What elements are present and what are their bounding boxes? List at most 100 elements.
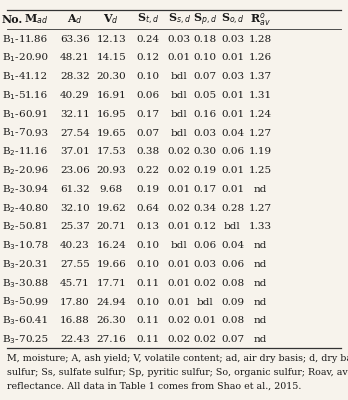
Text: 0.11: 0.11 bbox=[136, 279, 159, 288]
Text: bdl: bdl bbox=[171, 91, 188, 100]
Text: 0.41: 0.41 bbox=[25, 316, 48, 325]
Text: 0.06: 0.06 bbox=[194, 241, 217, 250]
Text: 0.78: 0.78 bbox=[25, 241, 48, 250]
Text: B$_3$-7: B$_3$-7 bbox=[2, 333, 26, 346]
Text: 0.88: 0.88 bbox=[25, 279, 48, 288]
Text: B$_1$-6: B$_1$-6 bbox=[2, 108, 26, 121]
Text: 22.43: 22.43 bbox=[60, 335, 90, 344]
Text: 0.07: 0.07 bbox=[194, 72, 217, 81]
Text: 0.10: 0.10 bbox=[194, 54, 217, 62]
Text: nd: nd bbox=[254, 316, 267, 325]
Text: 0.08: 0.08 bbox=[221, 279, 244, 288]
Text: 0.06: 0.06 bbox=[136, 91, 159, 100]
Text: B$_1$-5: B$_1$-5 bbox=[2, 89, 26, 102]
Text: 0.01: 0.01 bbox=[168, 222, 191, 232]
Text: 1.33: 1.33 bbox=[249, 222, 272, 232]
Text: 1.16: 1.16 bbox=[25, 147, 48, 156]
Text: 27.16: 27.16 bbox=[96, 335, 126, 344]
Text: nd: nd bbox=[254, 279, 267, 288]
Text: 0.93: 0.93 bbox=[25, 128, 48, 138]
Text: 1.26: 1.26 bbox=[249, 54, 272, 62]
Text: 19.62: 19.62 bbox=[96, 204, 126, 213]
Text: 0.19: 0.19 bbox=[136, 185, 159, 194]
Text: 0.04: 0.04 bbox=[221, 241, 244, 250]
Text: 17.80: 17.80 bbox=[60, 298, 90, 306]
Text: 48.21: 48.21 bbox=[60, 54, 90, 62]
Text: 1.28: 1.28 bbox=[249, 35, 272, 44]
Text: 0.25: 0.25 bbox=[25, 335, 48, 344]
Text: B$_2$-1: B$_2$-1 bbox=[2, 146, 25, 158]
Text: 12.13: 12.13 bbox=[96, 35, 126, 44]
Text: 20.30: 20.30 bbox=[96, 72, 126, 81]
Text: S$_{p,d}$: S$_{p,d}$ bbox=[193, 11, 218, 28]
Text: 20.71: 20.71 bbox=[96, 222, 126, 232]
Text: B$_2$-2: B$_2$-2 bbox=[2, 164, 25, 177]
Text: B$_3$-6: B$_3$-6 bbox=[2, 314, 26, 327]
Text: 0.01: 0.01 bbox=[221, 110, 244, 119]
Text: 0.06: 0.06 bbox=[221, 147, 244, 156]
Text: B$_1$-4: B$_1$-4 bbox=[2, 70, 26, 83]
Text: 0.08: 0.08 bbox=[221, 316, 244, 325]
Text: 0.07: 0.07 bbox=[136, 128, 159, 138]
Text: nd: nd bbox=[254, 298, 267, 306]
Text: 16.95: 16.95 bbox=[96, 110, 126, 119]
Text: 0.81: 0.81 bbox=[25, 222, 48, 232]
Text: S$_{t,d}$: S$_{t,d}$ bbox=[137, 12, 159, 27]
Text: B$_3$-3: B$_3$-3 bbox=[2, 277, 26, 290]
Text: 0.01: 0.01 bbox=[221, 185, 244, 194]
Text: B$_3$-1: B$_3$-1 bbox=[2, 239, 25, 252]
Text: B$_3$-5: B$_3$-5 bbox=[2, 296, 26, 308]
Text: 0.34: 0.34 bbox=[194, 204, 217, 213]
Text: sulfur; Ss, sulfate sulfur; Sp, pyritic sulfur; So, organic sulfur; Roav, averag: sulfur; Ss, sulfate sulfur; Sp, pyritic … bbox=[7, 368, 348, 377]
Text: 17.71: 17.71 bbox=[96, 279, 126, 288]
Text: nd: nd bbox=[254, 185, 267, 194]
Text: 0.07: 0.07 bbox=[221, 335, 244, 344]
Text: 0.12: 0.12 bbox=[136, 54, 159, 62]
Text: 40.29: 40.29 bbox=[60, 91, 90, 100]
Text: 0.01: 0.01 bbox=[168, 260, 191, 269]
Text: 45.71: 45.71 bbox=[60, 279, 90, 288]
Text: 1.19: 1.19 bbox=[249, 147, 272, 156]
Text: 0.09: 0.09 bbox=[221, 298, 244, 306]
Text: 1.12: 1.12 bbox=[25, 72, 48, 81]
Text: 0.24: 0.24 bbox=[136, 35, 159, 44]
Text: 1.16: 1.16 bbox=[25, 91, 48, 100]
Text: 0.03: 0.03 bbox=[221, 72, 244, 81]
Text: 0.01: 0.01 bbox=[221, 91, 244, 100]
Text: 0.96: 0.96 bbox=[25, 166, 48, 175]
Text: No.: No. bbox=[2, 14, 23, 25]
Text: 16.91: 16.91 bbox=[96, 91, 126, 100]
Text: 0.12: 0.12 bbox=[194, 222, 217, 232]
Text: 0.10: 0.10 bbox=[136, 241, 159, 250]
Text: bdl: bdl bbox=[171, 128, 188, 138]
Text: B$_2$-3: B$_2$-3 bbox=[2, 183, 26, 196]
Text: 0.22: 0.22 bbox=[136, 166, 159, 175]
Text: B$_2$-4: B$_2$-4 bbox=[2, 202, 26, 214]
Text: 0.01: 0.01 bbox=[221, 54, 244, 62]
Text: 0.80: 0.80 bbox=[25, 204, 48, 213]
Text: S$_{s,d}$: S$_{s,d}$ bbox=[168, 12, 191, 27]
Text: 0.02: 0.02 bbox=[168, 204, 191, 213]
Text: 1.31: 1.31 bbox=[249, 91, 272, 100]
Text: 0.13: 0.13 bbox=[136, 222, 159, 232]
Text: M, moisture; A, ash yield; V, volatile content; ad, air dry basis; d, dry basis;: M, moisture; A, ash yield; V, volatile c… bbox=[7, 354, 348, 363]
Text: 0.01: 0.01 bbox=[194, 316, 217, 325]
Text: B$_1$-7: B$_1$-7 bbox=[2, 127, 26, 140]
Text: bdl: bdl bbox=[224, 222, 241, 232]
Text: 0.03: 0.03 bbox=[168, 35, 191, 44]
Text: 16.88: 16.88 bbox=[60, 316, 90, 325]
Text: 0.11: 0.11 bbox=[136, 316, 159, 325]
Text: 0.04: 0.04 bbox=[221, 128, 244, 138]
Text: 1.37: 1.37 bbox=[249, 72, 272, 81]
Text: 0.01: 0.01 bbox=[168, 54, 191, 62]
Text: 0.03: 0.03 bbox=[194, 260, 217, 269]
Text: 0.38: 0.38 bbox=[136, 147, 159, 156]
Text: 0.10: 0.10 bbox=[136, 260, 159, 269]
Text: 0.28: 0.28 bbox=[221, 204, 244, 213]
Text: 9.68: 9.68 bbox=[100, 185, 123, 194]
Text: 1.86: 1.86 bbox=[25, 35, 48, 44]
Text: 0.17: 0.17 bbox=[136, 110, 159, 119]
Text: 27.55: 27.55 bbox=[60, 260, 90, 269]
Text: 1.24: 1.24 bbox=[249, 110, 272, 119]
Text: nd: nd bbox=[254, 335, 267, 344]
